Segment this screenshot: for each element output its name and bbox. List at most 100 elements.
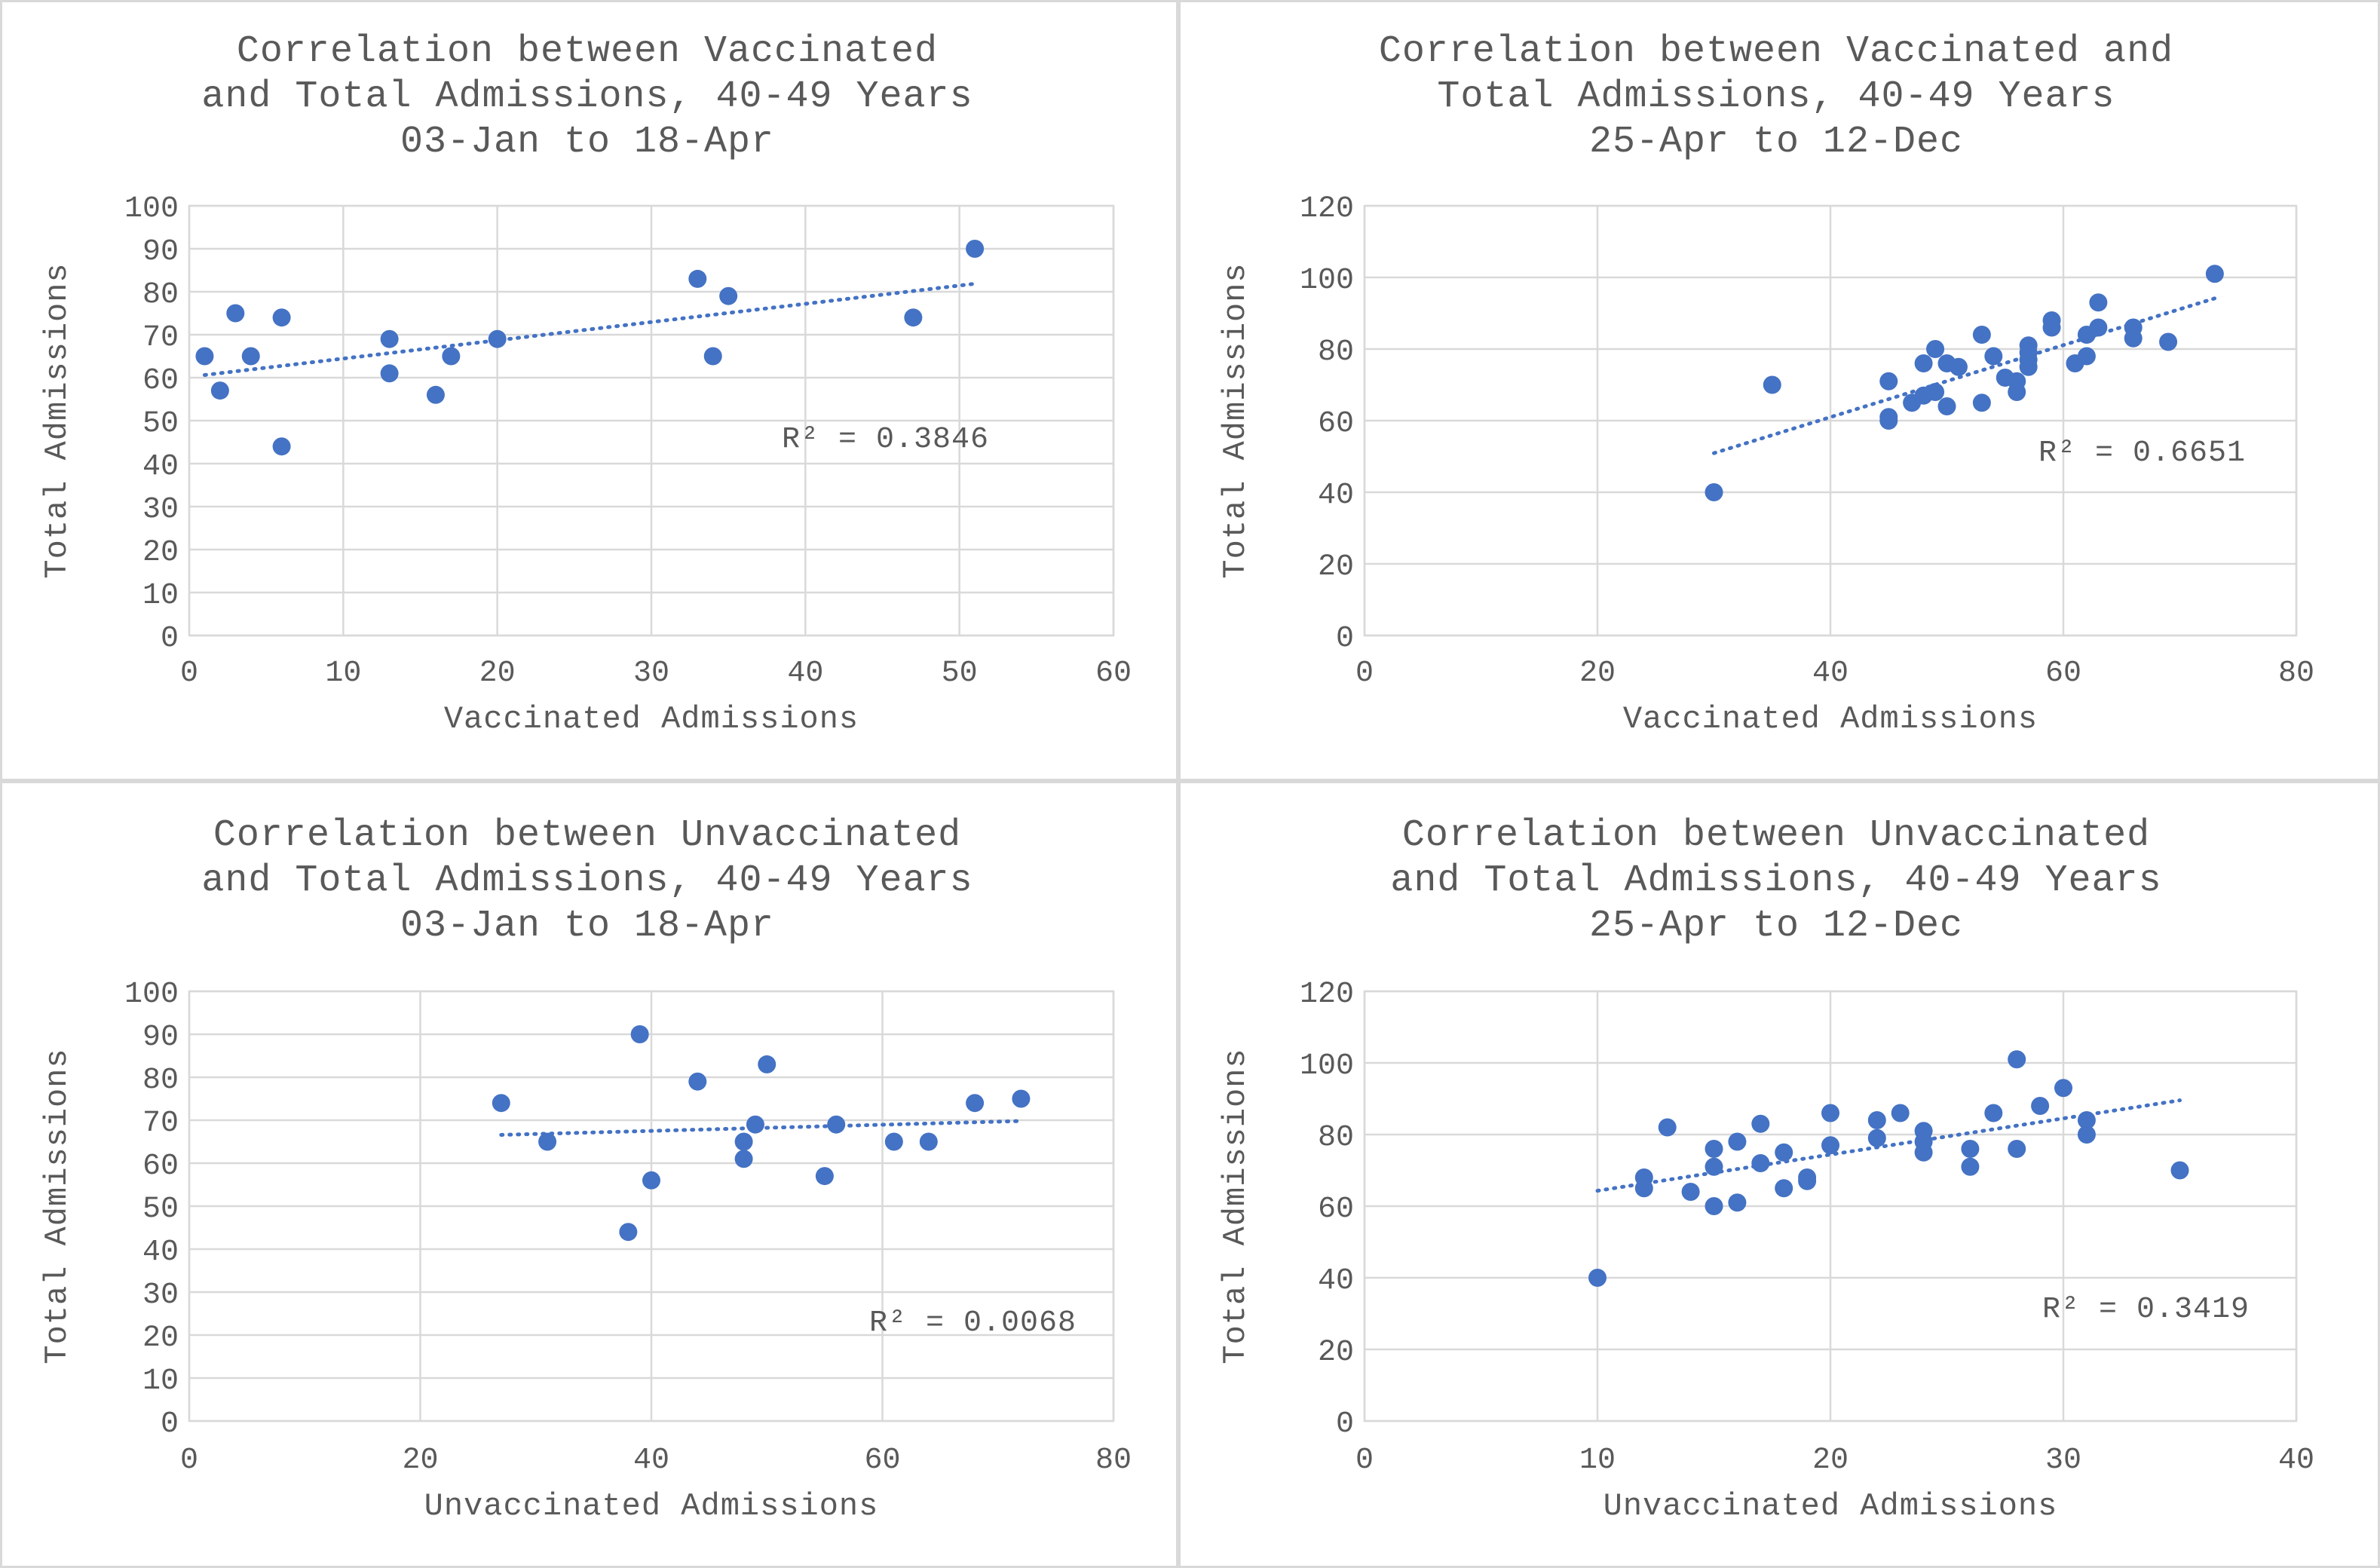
data-point [1798,1171,1817,1190]
data-point [703,347,722,366]
y-tick-label: 60 [1318,407,1354,441]
x-tick-label: 60 [2045,657,2081,691]
y-tick-label: 90 [142,235,179,269]
data-point [1867,1129,1886,1147]
data-point [1926,383,1945,401]
y-tick-label: 50 [142,407,179,441]
data-point [642,1171,660,1190]
y-tick-label: 30 [142,1279,179,1312]
data-point [380,329,399,348]
data-point [1961,1157,1980,1176]
y-tick-label: 40 [1318,479,1354,513]
y-tick-label: 0 [1336,622,1354,656]
data-point [241,347,260,366]
x-axis-title: Vaccinated Admissions [1623,701,2038,737]
x-tick-label: 30 [633,657,669,691]
y-tick-label: 100 [124,192,179,226]
chart-panel-vaccinated-apr-dec: Correlation between Vaccinated and Total … [1178,0,2380,781]
x-tick-label: 20 [1812,1444,1849,1478]
y-tick-label: 40 [142,1236,179,1269]
r-squared-label: R² = 0.3846 [782,423,989,457]
r-squared-label: R² = 0.0068 [869,1306,1077,1340]
data-point [1961,1140,1980,1158]
data-point [1984,347,2003,366]
y-tick-label: 0 [161,622,179,656]
y-tick-label: 20 [142,536,179,570]
data-point [2077,347,2096,366]
data-point [815,1167,834,1186]
data-point [2008,1050,2026,1069]
data-point [2159,332,2178,351]
data-point [1949,357,1968,376]
y-tick-label: 0 [161,1407,179,1441]
data-point [2008,383,2026,401]
x-tick-label: 60 [864,1444,900,1478]
data-point [1728,1132,1747,1151]
data-point [1891,1104,1910,1122]
data-point [1012,1089,1031,1108]
chart-title-line: Total Admissions, 40-49 Years [1437,75,2115,118]
y-tick-label: 40 [1318,1264,1354,1298]
y-tick-label: 60 [1318,1193,1354,1227]
data-point [2089,318,2108,337]
y-tick-label: 70 [142,321,179,355]
chart-title-line: 25-Apr to 12-Dec [1589,121,1963,164]
data-point [492,1094,510,1113]
data-point [734,1150,753,1168]
chart-title-line: Correlation between Vaccinated and [1379,30,2173,73]
x-tick-label: 60 [1095,657,1132,691]
y-tick-label: 30 [142,493,179,527]
y-tick-label: 10 [142,1364,179,1398]
x-tick-label: 80 [1095,1444,1132,1478]
chart-title-line: and Total Admissions, 40-49 Years [201,859,973,902]
y-tick-label: 60 [142,364,179,398]
data-point [630,1025,649,1043]
y-tick-label: 80 [1318,1121,1354,1155]
data-point [1681,1183,1700,1201]
data-point [1972,394,1991,412]
chart-title-line: 03-Jan to 18-Apr [400,905,774,948]
data-point [1867,1111,1886,1129]
chart-title-line: Correlation between Unvaccinated [213,814,961,857]
chart-panel-unvaccinated-jan-apr: Correlation between Unvaccinated and Tota… [0,781,1178,1568]
data-point [380,364,399,383]
data-point [1751,1114,1770,1133]
data-point [2019,357,2038,376]
data-point [746,1115,764,1134]
y-tick-label: 100 [1300,264,1354,298]
data-point [2042,318,2061,337]
x-tick-label: 20 [402,1444,438,1478]
data-point [1763,375,1781,394]
data-point [2205,265,2224,283]
data-point [1879,412,1898,430]
y-tick-label: 20 [142,1321,179,1355]
data-point [226,304,245,323]
y-tick-label: 100 [124,978,179,1012]
x-axis-title: Unvaccinated Admissions [1604,1488,2058,1524]
data-point [1914,1143,1933,1162]
y-axis-title: Total Admissions [1218,262,1254,578]
data-point [2124,329,2143,348]
y-tick-label: 90 [142,1021,179,1055]
data-point [1728,1193,1747,1212]
r-squared-label: R² = 0.6651 [2038,436,2246,470]
data-point [442,347,461,366]
data-point [1634,1179,1653,1198]
x-tick-label: 10 [1579,1444,1616,1478]
data-point [272,437,291,456]
y-tick-label: 70 [142,1107,179,1141]
data-point [1775,1179,1793,1198]
x-tick-label: 0 [1355,1444,1374,1478]
x-tick-label: 20 [479,657,516,691]
data-point [1775,1143,1793,1162]
data-point [966,1094,985,1113]
x-tick-label: 0 [180,1444,198,1478]
data-point [2054,1079,2072,1098]
x-tick-label: 10 [325,657,361,691]
data-point [488,329,507,348]
data-point [734,1132,753,1151]
